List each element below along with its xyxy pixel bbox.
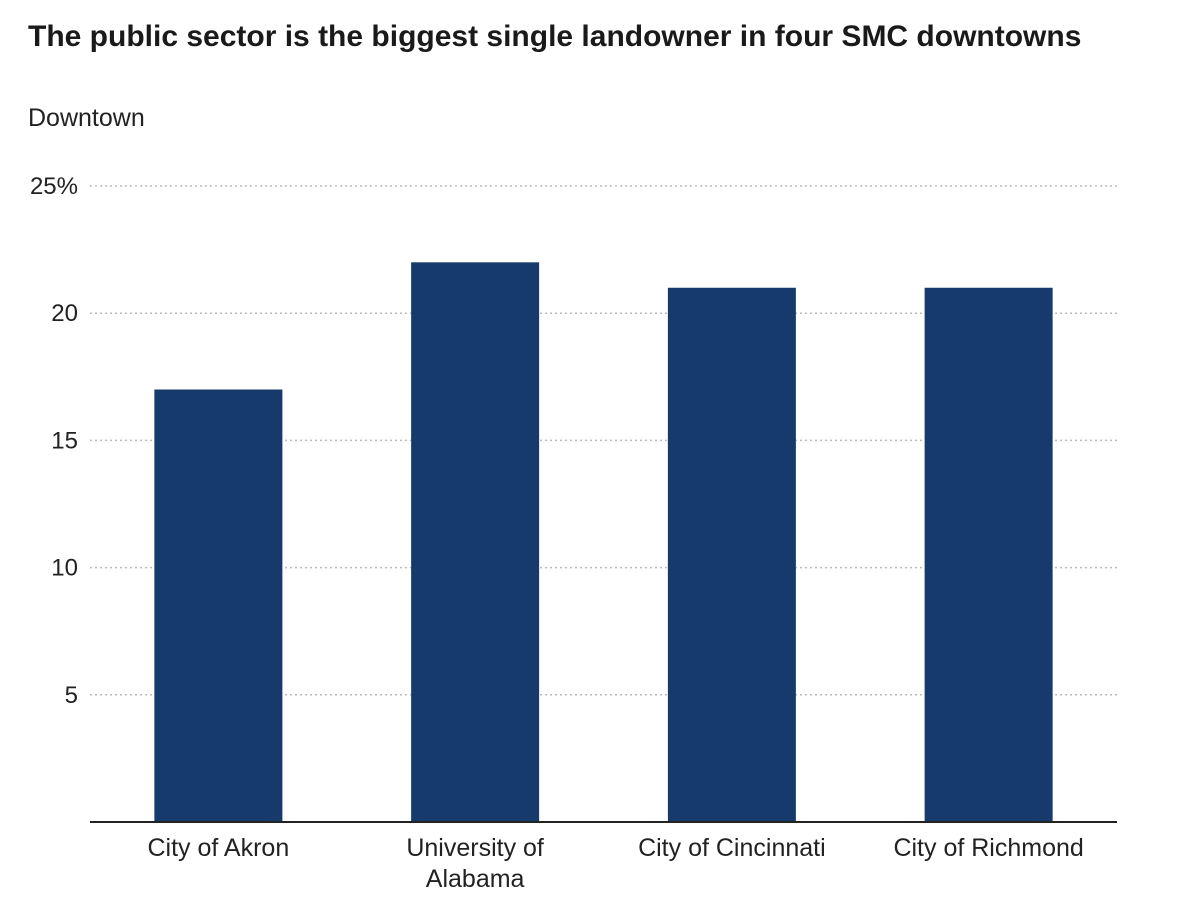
x-category-label: City of Cincinnati xyxy=(638,834,826,862)
bar xyxy=(667,287,796,822)
x-category-label: City of Richmond xyxy=(893,834,1083,862)
x-category-label-line: University of xyxy=(406,834,544,862)
bar xyxy=(924,287,1053,822)
labels: 5 10 15 20 25% City of Akron University of Alab… xyxy=(30,173,1084,893)
y-tick-label: 20 xyxy=(51,300,78,327)
bars xyxy=(154,262,1053,822)
bar xyxy=(411,262,540,822)
x-category-label-line: City of Akron xyxy=(148,834,290,862)
y-tick-label: 25% xyxy=(30,173,78,200)
x-category-label: City of Akron xyxy=(148,834,290,862)
x-category-label-line: City of Richmond xyxy=(893,834,1083,862)
chart-subtitle: Downtown xyxy=(28,104,145,132)
y-tick-label: 15 xyxy=(51,427,78,454)
x-category-label-line: Alabama xyxy=(426,865,525,893)
y-tick-label: 10 xyxy=(51,555,78,582)
x-category-label-line: City of Cincinnati xyxy=(638,834,826,862)
bar xyxy=(154,389,283,822)
chart-title: The public sector is the biggest single … xyxy=(28,20,1082,53)
x-category-label: University of Alabama xyxy=(406,834,544,893)
y-tick-label: 5 xyxy=(65,682,78,709)
